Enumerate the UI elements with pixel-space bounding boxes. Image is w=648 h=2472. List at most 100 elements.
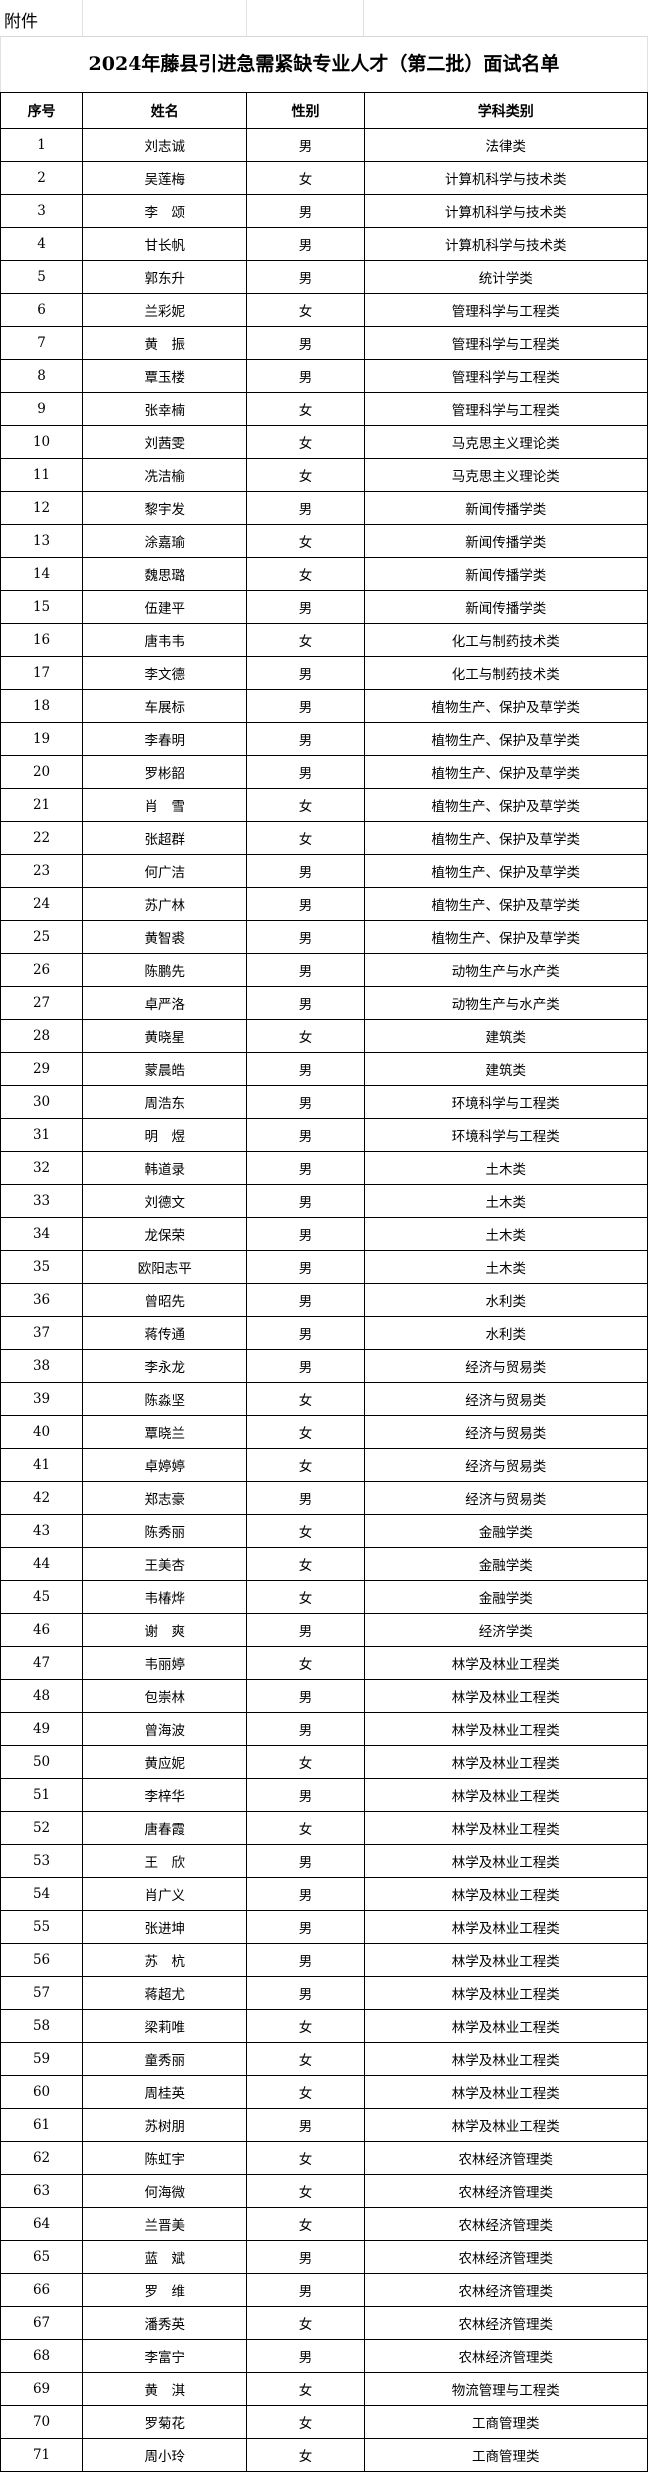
table-row: 51 李梓华男林学及林业工程类 — [0, 1778, 648, 1812]
cell-name: 苏树朋 — [82, 2108, 248, 2142]
cell-name: 蒋传通 — [82, 1316, 248, 1350]
cell-discipline: 水利类 — [363, 1316, 648, 1350]
cell-number: 60 — [0, 2075, 84, 2109]
table-row: 39 陈淼坚女经济与贸易类 — [0, 1382, 648, 1416]
table-row: 24 苏广林男植物生产、保护及草学类 — [0, 887, 648, 921]
cell-name: 郭东升 — [82, 260, 248, 294]
cell-number: 34 — [0, 1217, 84, 1251]
cell-discipline: 植物生产、保护及草学类 — [363, 722, 648, 756]
cell-gender: 男 — [246, 1976, 365, 2010]
cell-discipline: 农林经济管理类 — [363, 2306, 648, 2340]
cell-number: 48 — [0, 1679, 84, 1713]
cell-number: 15 — [0, 590, 84, 624]
table-row: 62 陈虹宇女农林经济管理类 — [0, 2141, 648, 2175]
attachment-label: 附件 — [4, 12, 38, 32]
cell-gender: 女 — [246, 2141, 365, 2175]
cell-name: 蒋超尤 — [82, 1976, 248, 2010]
cell-number: 66 — [0, 2273, 84, 2307]
cell-gender: 女 — [246, 524, 365, 558]
cell-discipline: 计算机科学与技术类 — [363, 227, 648, 261]
cell-discipline: 金融学类 — [363, 1547, 648, 1581]
cell-gender: 女 — [246, 458, 365, 492]
cell-number: 38 — [0, 1349, 84, 1383]
cell-discipline: 林学及林业工程类 — [363, 1910, 648, 1944]
cell-name: 兰彩妮 — [82, 293, 248, 327]
cell-name: 魏思璐 — [82, 557, 248, 591]
table-row: 63 何海微女农林经济管理类 — [0, 2174, 648, 2208]
cell-discipline: 计算机科学与技术类 — [363, 161, 648, 195]
cell-discipline: 新闻传播学类 — [363, 557, 648, 591]
cell-number: 19 — [0, 722, 84, 756]
table-row: 23 何广洁男植物生产、保护及草学类 — [0, 854, 648, 888]
table-row: 41 卓婷婷女经济与贸易类 — [0, 1448, 648, 1482]
cell-number: 7 — [0, 326, 84, 360]
table-row: 1 刘志诚男法律类 — [0, 128, 648, 162]
cell-gender: 男 — [246, 1844, 365, 1878]
cell-name: 陈淼坚 — [82, 1382, 248, 1416]
cell-discipline: 金融学类 — [363, 1514, 648, 1548]
cell-discipline: 金融学类 — [363, 1580, 648, 1614]
cell-gender: 男 — [246, 2240, 365, 2274]
cell-name: 张进坤 — [82, 1910, 248, 1944]
cell-number: 18 — [0, 689, 84, 723]
cell-gender: 女 — [246, 2042, 365, 2076]
cell-name: 肖 雪 — [82, 788, 248, 822]
cell-name: 梁莉唯 — [82, 2009, 248, 2043]
cell-discipline: 建筑类 — [363, 1019, 648, 1053]
table-row: 5 郭东升男统计学类 — [0, 260, 648, 294]
cell-gender: 男 — [246, 1943, 365, 1977]
cell-number: 1 — [0, 128, 84, 162]
cell-gender: 女 — [246, 1382, 365, 1416]
table-row: 53 王 欣男林学及林业工程类 — [0, 1844, 648, 1878]
cell-name: 陈虹宇 — [82, 2141, 248, 2175]
cell-gender: 男 — [246, 260, 365, 294]
table-row: 69 黄 淇女物流管理与工程类 — [0, 2372, 648, 2406]
table-row: 60 周桂英女林学及林业工程类 — [0, 2075, 648, 2109]
cell-discipline: 林学及林业工程类 — [363, 2108, 648, 2142]
table-row: 33 刘德文男土木类 — [0, 1184, 648, 1218]
cell-discipline: 建筑类 — [363, 1052, 648, 1086]
cell-discipline: 动物生产与水产类 — [363, 953, 648, 987]
table-row: 28 黄晓星女建筑类 — [0, 1019, 648, 1053]
table-row: 18 车展标男植物生产、保护及草学类 — [0, 689, 648, 723]
cell-gender: 男 — [246, 953, 365, 987]
table-row: 34 龙保荣男土木类 — [0, 1217, 648, 1251]
cell-gender: 女 — [246, 1811, 365, 1845]
cell-name: 卓婷婷 — [82, 1448, 248, 1482]
cell-number: 35 — [0, 1250, 84, 1284]
cell-gender: 女 — [246, 1514, 365, 1548]
cell-name: 甘长帆 — [82, 227, 248, 261]
cell-number: 22 — [0, 821, 84, 855]
cell-number: 36 — [0, 1283, 84, 1317]
cell-gender: 男 — [246, 1349, 365, 1383]
table-row: 29 蒙晨皓男建筑类 — [0, 1052, 648, 1086]
cell-discipline: 经济与贸易类 — [363, 1349, 648, 1383]
cell-discipline: 管理科学与工程类 — [363, 293, 648, 327]
table-row: 27 卓严洛男动物生产与水产类 — [0, 986, 648, 1020]
table-header-row: 序号 姓名 性别 学科类别 — [0, 92, 648, 129]
table-row: 12 黎宇发男新闻传播学类 — [0, 491, 648, 525]
cell-name: 冼洁榆 — [82, 458, 248, 492]
table-row: 16 唐韦韦女化工与制药技术类 — [0, 623, 648, 657]
cell-discipline: 林学及林业工程类 — [363, 1646, 648, 1680]
column-header-number: 序号 — [0, 92, 84, 129]
cell-name: 黎宇发 — [82, 491, 248, 525]
cell-name: 陈秀丽 — [82, 1514, 248, 1548]
table-row: 40 覃晓兰女经济与贸易类 — [0, 1415, 648, 1449]
cell-discipline: 新闻传播学类 — [363, 590, 648, 624]
table-row: 42 郑志豪男经济与贸易类 — [0, 1481, 648, 1515]
cell-discipline: 水利类 — [363, 1283, 648, 1317]
cell-number: 23 — [0, 854, 84, 888]
table-row: 11 冼洁榆女马克思主义理论类 — [0, 458, 648, 492]
cell-gender: 男 — [246, 1217, 365, 1251]
cell-name: 黄晓星 — [82, 1019, 248, 1053]
cell-name: 车展标 — [82, 689, 248, 723]
table-row: 9 张幸楠女管理科学与工程类 — [0, 392, 648, 426]
cell-number: 64 — [0, 2207, 84, 2241]
cell-number: 61 — [0, 2108, 84, 2142]
cell-gender: 女 — [246, 557, 365, 591]
table-row: 59 童秀丽女林学及林业工程类 — [0, 2042, 648, 2076]
cell-number: 2 — [0, 161, 84, 195]
cell-discipline: 土木类 — [363, 1250, 648, 1284]
